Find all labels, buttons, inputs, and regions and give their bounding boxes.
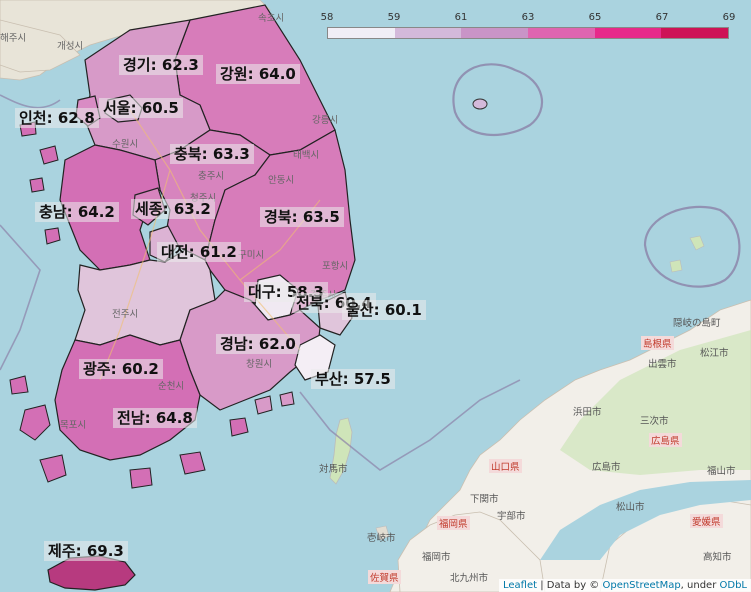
label-changwon: 창원시 [246, 359, 273, 370]
tsushima-island [329, 417, 353, 485]
north-korea-coast [0, 19, 81, 73]
attribution-text: | Data by © [537, 580, 603, 591]
ulleungdo-island [472, 98, 488, 110]
kyushu-land [397, 511, 546, 592]
label-haeju: 해주시 [0, 33, 27, 44]
label-hiroshima: 広島市 [592, 462, 621, 473]
region-label-jeju: 제주: 69.3 [44, 541, 128, 561]
region-label-gyeongnam: 경남: 62.0 [216, 334, 300, 354]
label-izumo: 出雲市 [648, 359, 677, 370]
attribution-under: , under [680, 580, 720, 591]
region-label-gyeonggi: 경기: 62.3 [119, 55, 203, 75]
region-label-gwangju: 광주: 60.2 [79, 359, 163, 379]
label-taebaek: 태백시 [293, 150, 320, 161]
label-gumi: 구미시 [238, 250, 265, 261]
legend-swatch [394, 28, 462, 38]
label-gaeseong: 개성시 [57, 41, 84, 52]
label-hamada: 浜田市 [573, 407, 602, 418]
legend-tick: 69 [722, 12, 736, 23]
legend-tick: 63 [521, 12, 535, 23]
region-label-busan: 부산: 57.5 [311, 369, 395, 389]
maritime-boundary-west [0, 224, 41, 371]
iki-island [375, 525, 390, 541]
legend-swatch [594, 28, 662, 38]
label-matsuyama: 松山市 [616, 502, 645, 513]
region-label-chungnam: 충남: 64.2 [35, 202, 119, 222]
label-jeonju: 전주시 [112, 309, 139, 320]
label-okinoshima: 隠岐の島町 [673, 318, 721, 329]
label-suncheon: 순천시 [158, 381, 185, 392]
legend-tick: 67 [655, 12, 669, 23]
label-cheongju: 청주시 [190, 190, 216, 204]
map-attribution: Leaflet | Data by © OpenStreetMap, under… [499, 579, 751, 592]
territorial-boundary-oki [643, 205, 741, 288]
region-label-jeonnam: 전남: 64.8 [113, 408, 197, 428]
gyeongnam-islands [254, 391, 295, 415]
west-coast-islands [19, 121, 61, 245]
label-fukuoka: 福岡市 [422, 552, 451, 563]
label-matsue: 松江市 [700, 348, 729, 359]
territorial-boundary-east [452, 63, 544, 137]
label-ehime-pref: 愛媛県 [690, 514, 723, 528]
label-shimonoseki: 下関市 [470, 494, 499, 505]
leaflet-link[interactable]: Leaflet [503, 580, 538, 591]
legend-swatch [328, 28, 395, 38]
legend-swatch [461, 28, 529, 38]
label-sokcho: 속초시 [258, 13, 285, 24]
label-pohang: 포항시 [322, 261, 349, 272]
legend-color-bar [327, 27, 729, 39]
label-ube: 宇部市 [497, 511, 526, 522]
oki-islands [669, 235, 705, 273]
label-yamaguchi-pref: 山口県 [489, 459, 522, 473]
legend-tick: 58 [320, 12, 334, 23]
legend-swatch [528, 28, 595, 38]
japan-forest [560, 330, 751, 475]
region-label-daejeon: 대전: 61.2 [157, 242, 241, 262]
jeonnam-islands [9, 375, 249, 489]
region-jeonnam[interactable] [54, 334, 201, 461]
label-miyoshi: 三次市 [640, 416, 669, 427]
label-saga-pref: 佐賀県 [368, 570, 401, 584]
label-suwon: 수원시 [112, 139, 139, 150]
label-kitakyushu: 北九州市 [450, 573, 489, 584]
region-label-sejong: 세종: 63.2 [131, 199, 215, 219]
label-fukuoka-pref: 福岡県 [437, 516, 470, 530]
label-kochi: 高知市 [703, 552, 732, 563]
legend-swatch [661, 28, 729, 38]
label-mokpo: 목포시 [60, 420, 87, 431]
osm-link[interactable]: OpenStreetMap [602, 580, 681, 591]
label-fukuyama: 福山市 [707, 466, 736, 477]
maritime-boundary-north [0, 94, 61, 109]
label-andong: 안동시 [268, 175, 295, 186]
color-legend: 58 59 61 63 65 67 69 [321, 12, 736, 40]
odbl-link[interactable]: ODbL [719, 580, 748, 591]
label-tsushima: 対馬市 [319, 464, 348, 475]
legend-tick: 61 [454, 12, 468, 23]
inland-sea [540, 480, 751, 560]
region-jeju[interactable] [47, 555, 136, 591]
label-hiroshima-pref: 広島県 [649, 433, 682, 447]
label-shimane-pref: 島根県 [641, 336, 674, 350]
label-iki: 壱岐市 [367, 533, 396, 544]
legend-tick: 59 [387, 12, 401, 23]
maritime-boundary [299, 379, 521, 471]
label-chungju: 충주시 [198, 171, 225, 182]
region-label-gangwon: 강원: 64.0 [216, 64, 300, 84]
region-label-incheon: 인천: 62.8 [15, 108, 99, 128]
legend-tick: 65 [588, 12, 602, 23]
region-label-ulsan: 울산: 60.1 [342, 300, 426, 320]
region-label-seoul: 서울: 60.5 [99, 98, 183, 118]
legend-ticks: 58 59 61 63 65 67 69 [321, 12, 736, 25]
label-gangneung: 강릉시 [312, 115, 339, 126]
region-label-gyeongbuk: 경북: 63.5 [260, 207, 344, 227]
region-label-chungbuk: 충북: 63.3 [170, 144, 254, 164]
